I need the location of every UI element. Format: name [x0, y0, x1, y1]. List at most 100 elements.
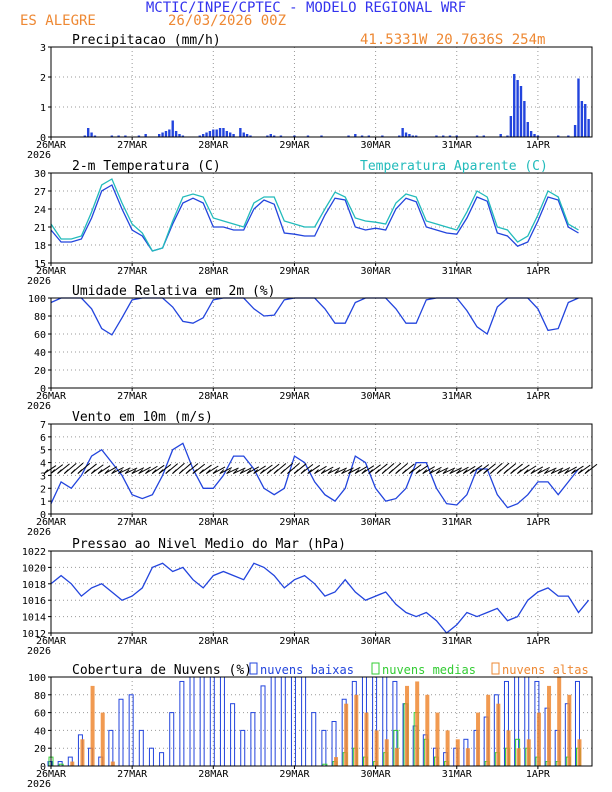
wind-barb [104, 466, 118, 475]
cloud-bar-altas [70, 761, 75, 766]
x-year-label: 2026 [27, 150, 51, 161]
y-tick-label: 80 [34, 691, 46, 702]
cloud-bar-baixas [270, 676, 276, 767]
x-tick-label: 27MAR [117, 517, 148, 528]
x-year-label: 2026 [27, 401, 51, 412]
wind-barb [436, 467, 449, 475]
x-tick-label: 29MAR [279, 140, 310, 151]
panel-3: 0 20 40 60 80 100 26MAR 27MAR 28MAR 29MAR 30MAR 31M… [27, 284, 593, 412]
y-tick-label: 21 [34, 223, 46, 234]
cloud-bar-baixas [148, 747, 154, 767]
wind-barb-head [449, 469, 455, 474]
x-tick-label: 26MAR [36, 266, 67, 277]
cloud-bar-altas [465, 748, 470, 766]
wind-barb-head [442, 469, 448, 474]
precip-bar [580, 101, 584, 137]
cloud-bar-altas [425, 694, 430, 766]
precip-bar [398, 135, 401, 137]
wind-barb-head [212, 469, 218, 474]
precip-bar [225, 131, 229, 137]
x-tick-label: 31MAR [442, 266, 473, 277]
wind-barb-head [293, 469, 299, 474]
wind-barb-head [408, 469, 414, 474]
header-coords: 41.5331W 20.7636S 254m [360, 32, 545, 48]
x-tick-label: 1APR [526, 391, 551, 402]
wind-barb-head [456, 469, 461, 474]
wind-barb-head [138, 469, 144, 474]
y-tick-label: 2 [40, 73, 46, 84]
precip-bar [448, 135, 452, 137]
wind-barb-head [172, 469, 177, 474]
panel-title: Pressao ao Nivel Medio do Mar (hPa) [72, 537, 346, 552]
precip-bar [536, 135, 540, 137]
precip-bar [587, 119, 590, 137]
header-title: MCTIC/INPE/CPTEC - MODELO REGIONAL WRF [146, 0, 466, 16]
wind-barb [429, 466, 442, 475]
cloud-bar-altas [455, 739, 460, 766]
y-tick-label: 6 [40, 433, 46, 444]
precip-bar [272, 135, 276, 137]
x-tick-label: 28MAR [198, 140, 229, 151]
series-line-1 [50, 442, 580, 509]
series-line-1 [50, 562, 590, 634]
cloud-bar-baixas [240, 729, 246, 767]
cloud-bar-baixas [311, 712, 317, 767]
precip-bar [83, 135, 87, 137]
wind-barb-head [564, 469, 570, 474]
wind-barb [571, 465, 584, 474]
y-tick-label: 18 [34, 241, 46, 252]
cloud-bar-altas [435, 712, 440, 766]
y-tick-label: 3 [40, 471, 46, 482]
precip-bar [222, 128, 225, 137]
precip-bar [218, 128, 222, 137]
precip-bar [556, 135, 560, 137]
wind-barb-head [43, 469, 49, 474]
wind-barb-head [165, 469, 171, 474]
precip-bar [171, 120, 174, 137]
panel-title: 2-m Temperatura (C) [72, 159, 221, 174]
precip-bar [266, 135, 269, 137]
y-tick-label: 80 [34, 312, 46, 323]
y-tick-label: 1 [40, 103, 46, 114]
precip-bar [573, 125, 577, 137]
precip-bar [205, 132, 208, 137]
wind-barb-head [517, 469, 522, 474]
precip-bar [516, 80, 519, 137]
wind-barb [334, 467, 347, 475]
y-tick-label: 5 [40, 446, 46, 457]
precip-bar [360, 135, 364, 137]
wind-barb-head [226, 469, 231, 474]
wind-barb-head [300, 469, 306, 474]
precip-bar [117, 135, 120, 137]
cloud-bar-altas [567, 694, 572, 766]
y-tick-label: 20 [34, 744, 46, 755]
x-tick-label: 30MAR [361, 140, 392, 151]
cloud-bar-altas [486, 694, 491, 766]
cloud-bar-baixas [301, 676, 307, 767]
cloud-bar-altas [384, 739, 389, 766]
y-tick-label: 100 [28, 673, 46, 684]
x-tick-label: 31MAR [442, 517, 473, 528]
cloud-bar-altas [110, 761, 115, 766]
wind-barb-head [476, 469, 482, 474]
wind-barb-head [118, 469, 123, 474]
cloud-bar-altas [516, 748, 521, 766]
wind-barb-head [327, 469, 333, 474]
precip-bar [158, 134, 161, 137]
precip-bar [347, 135, 350, 137]
wind-barb [550, 467, 564, 475]
wind-barb [341, 467, 354, 475]
legend-label: nuvens altas [502, 663, 589, 677]
wind-barb [131, 467, 145, 475]
y-tick-label: 40 [34, 348, 46, 359]
x-tick-label: 29MAR [279, 636, 310, 647]
precip-bar [110, 135, 114, 137]
wind-barb-head [395, 469, 401, 474]
wind-barb [212, 466, 226, 475]
precip-bar [523, 101, 526, 137]
precip-bar [475, 135, 479, 137]
cloud-bar-baixas [169, 712, 175, 767]
x-tick-label: 26MAR [36, 636, 67, 647]
cloud-bar-baixas [219, 676, 225, 767]
wind-barb [523, 465, 537, 474]
